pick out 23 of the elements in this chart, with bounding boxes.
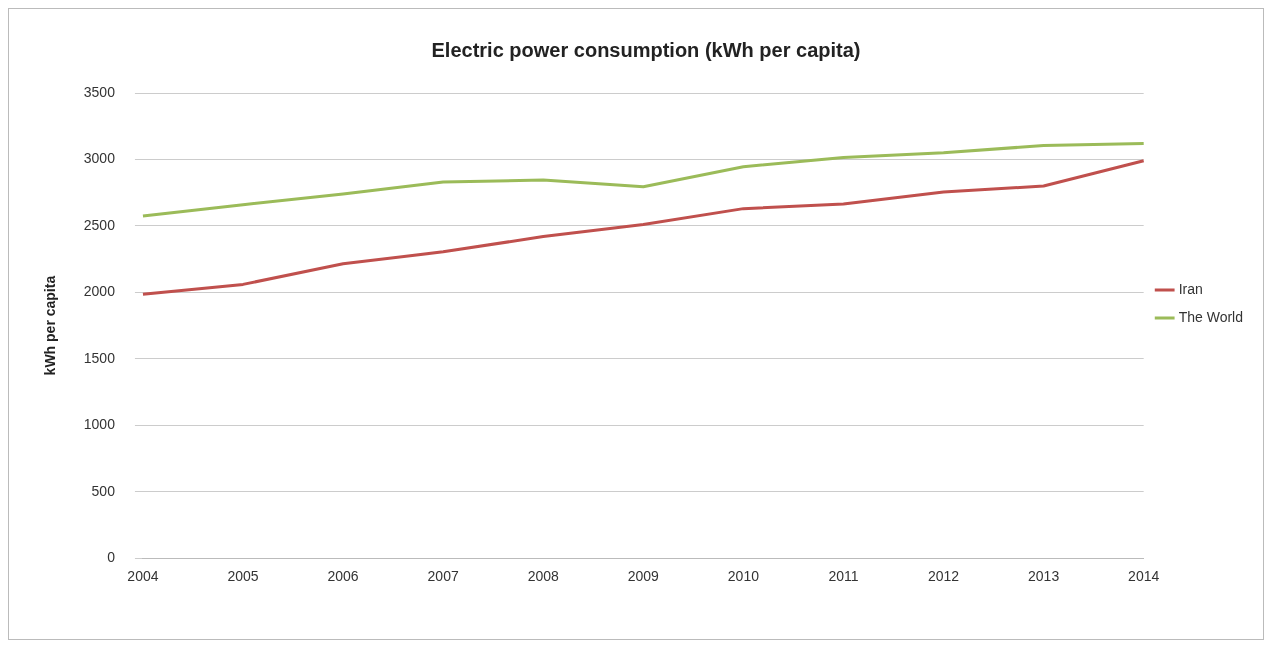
x-tick-label: 2007: [427, 568, 459, 585]
x-tick-label: 2011: [828, 568, 859, 585]
x-tick-label: 2012: [927, 568, 960, 585]
y-tick-label: 0: [107, 549, 116, 566]
y-tick-label: 2000: [83, 283, 116, 300]
x-tick-label: 2010: [727, 568, 760, 585]
x-tick-label: 2009: [627, 568, 660, 585]
y-tick-label: 1500: [83, 349, 116, 366]
legend-label: Iran: [1178, 280, 1203, 297]
y-axis-title: kWh per capita: [42, 275, 59, 376]
y-tick-label: 1000: [83, 416, 116, 433]
x-tick-label: 2014: [1128, 568, 1160, 585]
legend-label: The World: [1178, 308, 1244, 325]
y-tick-label: 2500: [83, 216, 116, 233]
x-tick-label: 2004: [127, 568, 159, 585]
y-tick-label: 3000: [83, 150, 116, 167]
x-tick-label: 2013: [1028, 568, 1060, 585]
chart-title: Electric power consumption (kWh per capita): [431, 38, 861, 61]
x-tick-label: 2008: [527, 568, 560, 585]
y-tick-label: 500: [91, 482, 116, 499]
x-tick-label: 2005: [227, 568, 259, 585]
y-tick-label: 3500: [83, 83, 116, 100]
x-tick-label: 2006: [327, 568, 359, 585]
